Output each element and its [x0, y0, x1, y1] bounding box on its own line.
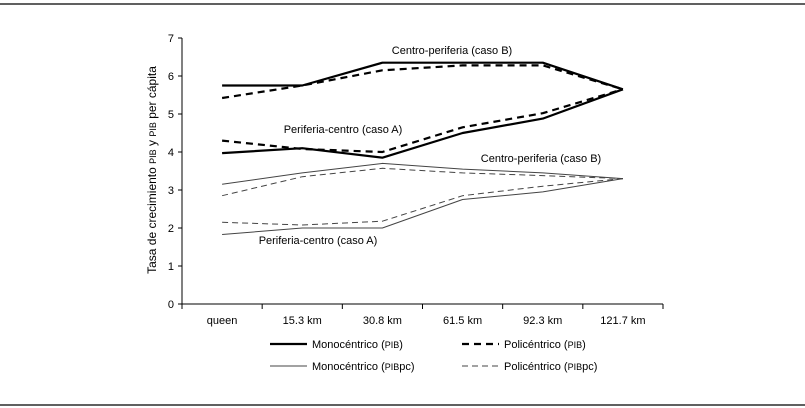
y-axis-label-end: per cápita: [145, 66, 159, 119]
annotation-centro-periferia-pibpc: Centro-periferia (caso B): [481, 153, 601, 165]
series-line-poly-pib-caso-a: [221, 88, 624, 154]
legend-poly-pibpc-name: Policéntrico: [504, 361, 561, 373]
y-tick-label-4: 4: [168, 147, 174, 159]
series-line-mono-pib-caso-a: [222, 88, 624, 159]
series-line-mono-pibpc-caso-b: [222, 162, 623, 185]
legend: Monocéntrico (PIB) Policéntrico (PIB) Mo…: [270, 339, 597, 373]
series-line-poly-pib-caso-b: [221, 64, 624, 100]
y-tick-label-5: 5: [168, 109, 174, 121]
annotation-periferia-centro-pibpc: Periferia-centro (caso A): [259, 235, 378, 247]
y-axis-label-pib: PIB: [148, 149, 158, 164]
annotation-periferia-centro-pib: Periferia-centro (caso A): [284, 124, 403, 136]
y-tick-label-2: 2: [168, 223, 174, 235]
y-tick-label-6: 6: [168, 71, 174, 83]
series-line-mono-pibpc-caso-a: [222, 178, 623, 235]
series-line-poly-pibpc-caso-a: [222, 178, 623, 226]
series-line-poly-pibpc-caso-b: [221, 167, 623, 197]
y-axis-label-pib2: PIB: [148, 122, 158, 137]
y-tick-label-1: 1: [168, 261, 174, 273]
x-tick-label-5: 121.7 km: [600, 315, 645, 327]
y-axis-label: Tasa de crecimiento PIB y PIB per cápita: [145, 66, 159, 274]
legend-poly-pibpc-suffix: pc: [582, 361, 594, 373]
x-tick-label-0: queen: [207, 315, 238, 327]
legend-mono-pib-sc: PIB: [385, 340, 400, 350]
legend-mono-pibpc-suffix: pc: [399, 361, 411, 373]
y-axis-label-main: Tasa de crecimiento: [145, 167, 159, 274]
y-tick-label-3: 3: [168, 185, 174, 197]
series-line-mono-pib-caso-b: [222, 61, 624, 91]
legend-mono-pib-name: Monocéntrico: [312, 339, 378, 351]
legend-poly-pibpc-sc: PIB: [568, 362, 583, 372]
legend-label-poly-pib: Policéntrico (PIB): [504, 339, 586, 351]
annotation-centro-periferia-pib: Centro-periferia (caso B): [392, 45, 512, 57]
series-layer: [221, 61, 624, 235]
legend-label-mono-pibpc: Monocéntrico (PIBpc): [312, 361, 415, 373]
legend-label-poly-pibpc: Policéntrico (PIBpc): [504, 361, 597, 373]
legend-poly-pib-name: Policéntrico: [504, 339, 561, 351]
y-tick-label-7: 7: [168, 33, 174, 45]
legend-label-mono-pib: Monocéntrico (PIB): [312, 339, 403, 351]
legend-mono-pibpc-sc: PIB: [385, 362, 400, 372]
y-tick-label-0: 0: [168, 299, 174, 311]
x-tick-label-1: 15.3 km: [283, 315, 322, 327]
legend-mono-pibpc-name: Monocéntrico: [312, 361, 378, 373]
x-tick-label-3: 61.5 km: [443, 315, 482, 327]
y-axis-label-middle: y: [145, 140, 159, 146]
x-tick-label-2: 30.8 km: [363, 315, 402, 327]
legend-poly-pib-sc: PIB: [568, 340, 583, 350]
axes: 0 1 2 3 4 5 6 7 queen 15.3 km 30.8 km 61.5 km 92.3 k…: [168, 33, 664, 327]
x-tick-label-4: 92.3 km: [523, 315, 562, 327]
